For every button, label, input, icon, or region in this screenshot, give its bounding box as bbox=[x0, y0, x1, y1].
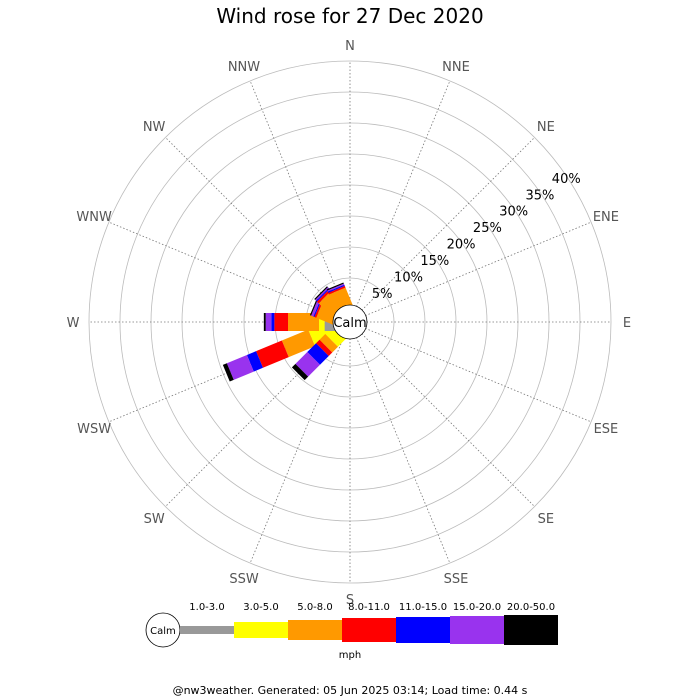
direction-spoke bbox=[358, 330, 535, 507]
chart-title: Wind rose for 27 Dec 2020 bbox=[216, 4, 484, 28]
direction-label-sse: SSE bbox=[444, 572, 469, 587]
direction-label-wsw: WSW bbox=[77, 422, 111, 437]
wind-bar-wsw-8.0-11.0 bbox=[256, 340, 289, 368]
grid-ring bbox=[243, 215, 457, 429]
direction-spoke bbox=[108, 221, 339, 318]
wind-bar-sw-20.0-50.0 bbox=[291, 363, 309, 381]
wind-bar-wnw-20.0-50.0 bbox=[309, 298, 318, 316]
wind-bar-wnw-15.0-20.0 bbox=[311, 298, 321, 317]
legend-label-8.0-11.0: 8.0-11.0 bbox=[348, 602, 390, 613]
wind-bar-nnw-8.0-11.0 bbox=[328, 285, 346, 295]
legend-label-15.0-20.0: 15.0-20.0 bbox=[453, 602, 501, 613]
legend-swatch-20.0-50.0 bbox=[504, 615, 558, 645]
grid-ring bbox=[88, 60, 612, 584]
wind-bar-w-8.0-11.0 bbox=[274, 313, 289, 331]
wind-bar-nw-15.0-20.0 bbox=[315, 287, 329, 301]
direction-label-nnw: NNW bbox=[228, 60, 260, 75]
calm-label: Calm bbox=[333, 316, 366, 331]
direction-spoke bbox=[165, 330, 342, 507]
wind-bar-nnw-15.0-20.0 bbox=[327, 283, 345, 292]
ring-label: 5% bbox=[372, 287, 393, 302]
legend-swatch-15.0-20.0 bbox=[450, 616, 504, 644]
direction-spoke bbox=[361, 326, 592, 423]
legend-label-20.0-50.0: 20.0-50.0 bbox=[507, 602, 555, 613]
wind-bar-w-20.0-50.0 bbox=[263, 313, 266, 331]
direction-spoke bbox=[354, 333, 451, 564]
wind-bar-nw-20.0-50.0 bbox=[314, 286, 328, 300]
wind-bar-wsw-20.0-50.0 bbox=[222, 363, 234, 382]
legend-swatch-3.0-5.0 bbox=[234, 622, 288, 638]
direction-label-ese: ESE bbox=[594, 422, 619, 437]
direction-label-ne: NE bbox=[537, 120, 555, 135]
wind-bar-nnw-20.0-50.0 bbox=[326, 282, 344, 291]
legend-label-1.0-3.0: 1.0-3.0 bbox=[189, 602, 224, 613]
wind-bars bbox=[222, 282, 354, 382]
direction-label-ssw: SSW bbox=[229, 572, 259, 587]
wind-bar-nnw-11.0-15.0 bbox=[327, 284, 345, 293]
wind-bar-wsw-5.0-8.0 bbox=[281, 329, 316, 358]
legend-label-11.0-15.0: 11.0-15.0 bbox=[399, 602, 447, 613]
wind-bar-sw-11.0-15.0 bbox=[307, 343, 329, 365]
direction-spoke bbox=[108, 326, 339, 423]
ring-label: 20% bbox=[447, 238, 476, 253]
legend-swatch-1.0-3.0 bbox=[180, 626, 234, 634]
ring-label: 30% bbox=[499, 205, 528, 220]
direction-label-s: S bbox=[346, 593, 354, 608]
ring-label: 25% bbox=[473, 221, 502, 236]
direction-label-nne: NNE bbox=[442, 60, 470, 75]
legend-label-3.0-5.0: 3.0-5.0 bbox=[243, 602, 278, 613]
direction-spoke bbox=[354, 80, 451, 311]
wind-bar-wsw-15.0-20.0 bbox=[226, 354, 254, 380]
wind-bar-nw-11.0-15.0 bbox=[316, 288, 330, 302]
direction-label-se: SE bbox=[538, 512, 554, 527]
wind-bar-w-11.0-15.0 bbox=[271, 313, 275, 331]
direction-spoke bbox=[165, 137, 342, 314]
wind-bar-w-5.0-8.0 bbox=[288, 313, 320, 331]
legend-swatch-5.0-8.0 bbox=[288, 620, 342, 640]
wind-bar-wnw-11.0-15.0 bbox=[313, 299, 322, 318]
direction-spoke bbox=[249, 80, 346, 311]
wind-bar-sw-15.0-20.0 bbox=[295, 352, 320, 377]
wind-bar-wsw-11.0-15.0 bbox=[246, 351, 263, 372]
direction-label-wnw: WNW bbox=[76, 210, 112, 225]
wind-bar-w-15.0-20.0 bbox=[265, 313, 272, 331]
direction-label-sw: SW bbox=[144, 512, 165, 527]
legend-swatch-8.0-11.0 bbox=[342, 618, 396, 642]
legend-label-5.0-8.0: 5.0-8.0 bbox=[297, 602, 332, 613]
direction-label-w: W bbox=[67, 316, 80, 331]
direction-spoke bbox=[249, 333, 346, 564]
wind-bar-nw-8.0-11.0 bbox=[316, 288, 332, 304]
direction-label-e: E bbox=[623, 316, 631, 331]
ring-label: 10% bbox=[394, 270, 423, 285]
direction-label-nw: NW bbox=[143, 120, 166, 135]
direction-spoke bbox=[358, 137, 535, 314]
speed-legend: Calm 1.0-3.0 3.0-5.0 5.0-8.0 8.0-11.0 11.0-15… bbox=[145, 602, 558, 661]
legend-calm-label: Calm bbox=[150, 626, 176, 637]
legend-swatch-11.0-15.0 bbox=[396, 617, 450, 643]
calm-marker: Calm bbox=[332, 304, 368, 340]
direction-label-n: N bbox=[345, 39, 355, 54]
calm-circle bbox=[332, 304, 368, 340]
direction-spoke bbox=[361, 221, 592, 318]
direction-spokes: N NNE NE ENE E ESE SE SSE S SSW SW WSW W WNW NW NNW bbox=[67, 39, 632, 608]
ring-label: 15% bbox=[420, 254, 449, 269]
wind-bar-sw-8.0-11.0 bbox=[316, 339, 333, 356]
ring-label: 35% bbox=[526, 188, 555, 203]
footer-text: @nw3weather. Generated: 05 Jun 2025 03:1… bbox=[172, 684, 528, 697]
wind-bar-sw-5.0-8.0 bbox=[319, 334, 338, 353]
legend-units: mph bbox=[339, 650, 361, 661]
direction-label-ene: ENE bbox=[593, 210, 619, 225]
ring-label: 40% bbox=[552, 172, 581, 187]
